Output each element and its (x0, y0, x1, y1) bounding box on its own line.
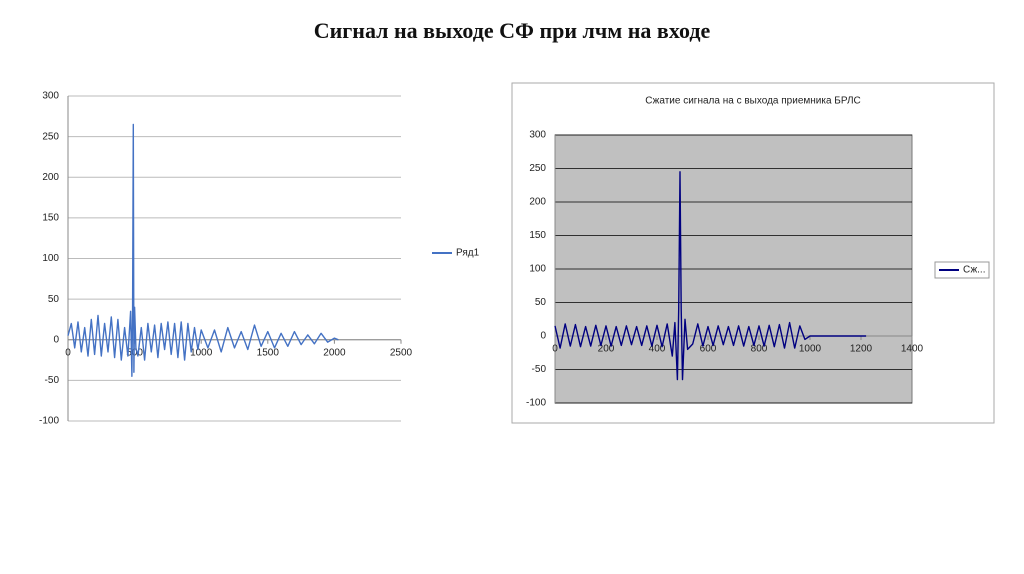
x-tick-label: 0 (552, 344, 558, 355)
y-tick-label: 0 (53, 334, 59, 345)
y-tick-label: 250 (42, 131, 59, 142)
x-tick-label: 0 (65, 347, 71, 358)
y-tick-label: 100 (42, 253, 59, 264)
y-tick-label: 50 (48, 294, 60, 305)
x-tick-label: 1000 (190, 347, 213, 358)
y-tick-label: 300 (529, 130, 546, 141)
y-tick-label: 50 (535, 297, 547, 308)
chart-title: Сжатие сигнала на с выхода приемника БРЛ… (645, 96, 861, 107)
y-tick-label: 100 (529, 264, 546, 275)
x-tick-label: 1000 (799, 344, 822, 355)
y-tick-label: 200 (529, 197, 546, 208)
x-tick-label: 200 (598, 344, 615, 355)
series-line (67, 123, 339, 377)
x-tick-label: 500 (126, 347, 143, 358)
y-tick-label: 200 (42, 172, 59, 183)
y-tick-label: 150 (529, 230, 546, 241)
y-tick-label: -50 (532, 364, 547, 375)
x-tick-label: 2000 (323, 347, 346, 358)
x-tick-label: 400 (649, 344, 666, 355)
legend-label: Сж... (963, 265, 985, 276)
y-tick-label: 300 (42, 91, 59, 102)
y-tick-label: 0 (540, 331, 546, 342)
x-tick-label: 800 (751, 344, 768, 355)
x-tick-label: 1400 (901, 344, 924, 355)
y-tick-label: -100 (526, 398, 546, 409)
x-tick-label: 1200 (850, 344, 873, 355)
legend-box (934, 261, 990, 279)
legend-label: Ряд1 (456, 248, 480, 259)
y-tick-label: 250 (529, 163, 546, 174)
series-line (554, 171, 867, 381)
x-tick-label: 2500 (390, 347, 413, 358)
y-tick-label: 150 (42, 213, 59, 224)
x-tick-label: 1500 (257, 347, 280, 358)
y-tick-label: -100 (39, 416, 59, 427)
y-tick-label: -50 (45, 375, 60, 386)
slide-title: Сигнал на выходе СФ при лчм на входе (313, 18, 711, 43)
x-tick-label: 600 (700, 344, 717, 355)
